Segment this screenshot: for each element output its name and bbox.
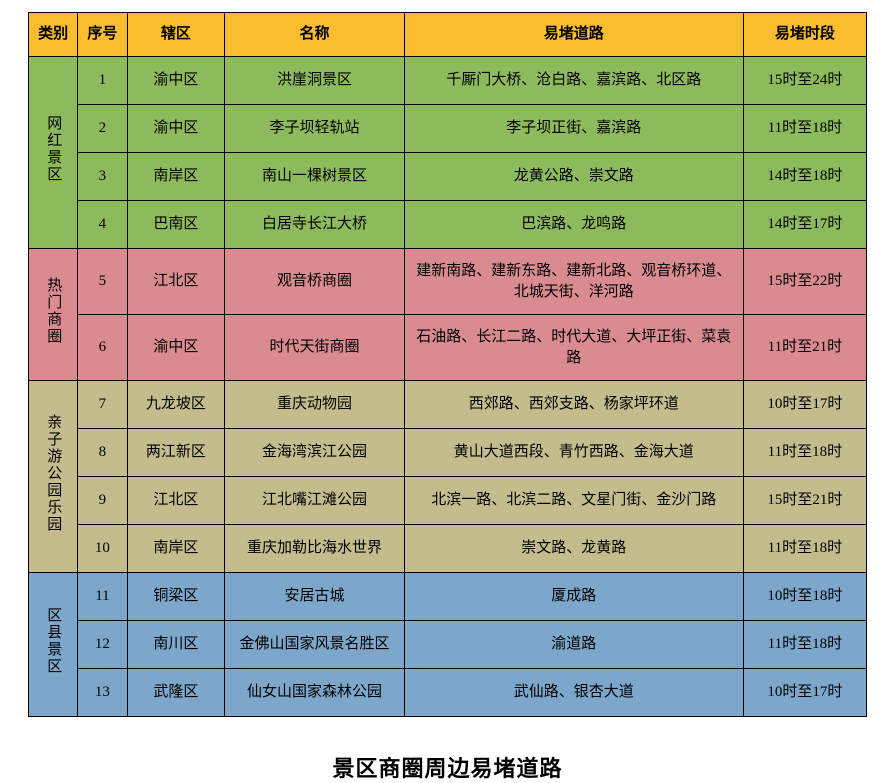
category-label: 网红景区 xyxy=(43,115,63,183)
category-label: 热门商圈 xyxy=(43,277,63,345)
time-cell: 14时至17时 xyxy=(743,201,866,249)
time-cell: 15时至24时 xyxy=(743,57,866,105)
time-cell: 11时至18时 xyxy=(743,429,866,477)
road-cell: 建新南路、建新东路、建新北路、观音桥环道、北城天街、洋河路 xyxy=(404,249,743,315)
index-cell: 12 xyxy=(78,621,127,669)
time-cell: 15时至21时 xyxy=(743,477,866,525)
name-cell: 洪崖洞景区 xyxy=(225,57,405,105)
time-cell: 11时至18时 xyxy=(743,525,866,573)
road-cell: 石油路、长江二路、时代大道、大坪正街、菜袁路 xyxy=(404,315,743,381)
table-row: 9江北区江北嘴江滩公园北滨一路、北滨二路、文星门街、金沙门路15时至21时 xyxy=(29,477,867,525)
category-cell: 亲子游公园乐园 xyxy=(29,381,78,573)
index-cell: 11 xyxy=(78,573,127,621)
table-row: 网红景区1渝中区洪崖洞景区千厮门大桥、沧白路、嘉滨路、北区路15时至24时 xyxy=(29,57,867,105)
road-cell: 北滨一路、北滨二路、文星门街、金沙门路 xyxy=(404,477,743,525)
col-time: 易堵时段 xyxy=(743,13,866,57)
table-row: 8两江新区金海湾滨江公园黄山大道西段、青竹西路、金海大道11时至18时 xyxy=(29,429,867,477)
time-cell: 10时至18时 xyxy=(743,573,866,621)
area-cell: 南川区 xyxy=(127,621,225,669)
time-cell: 14时至18时 xyxy=(743,153,866,201)
name-cell: 金海湾滨江公园 xyxy=(225,429,405,477)
col-name: 名称 xyxy=(225,13,405,57)
col-area: 辖区 xyxy=(127,13,225,57)
name-cell: 观音桥商圈 xyxy=(225,249,405,315)
name-cell: 李子坝轻轨站 xyxy=(225,105,405,153)
table-row: 热门商圈5江北区观音桥商圈建新南路、建新东路、建新北路、观音桥环道、北城天街、洋… xyxy=(29,249,867,315)
table-body: 网红景区1渝中区洪崖洞景区千厮门大桥、沧白路、嘉滨路、北区路15时至24时2渝中… xyxy=(29,57,867,717)
time-cell: 11时至21时 xyxy=(743,315,866,381)
area-cell: 渝中区 xyxy=(127,57,225,105)
area-cell: 两江新区 xyxy=(127,429,225,477)
road-cell: 巴滨路、龙鸣路 xyxy=(404,201,743,249)
road-cell: 武仙路、银杏大道 xyxy=(404,669,743,717)
table-row: 4巴南区白居寺长江大桥巴滨路、龙鸣路14时至17时 xyxy=(29,201,867,249)
index-cell: 1 xyxy=(78,57,127,105)
name-cell: 白居寺长江大桥 xyxy=(225,201,405,249)
category-cell: 区县景区 xyxy=(29,573,78,717)
road-cell: 厦成路 xyxy=(404,573,743,621)
name-cell: 重庆加勒比海水世界 xyxy=(225,525,405,573)
area-cell: 江北区 xyxy=(127,249,225,315)
area-cell: 江北区 xyxy=(127,477,225,525)
road-cell: 李子坝正街、嘉滨路 xyxy=(404,105,743,153)
col-index: 序号 xyxy=(78,13,127,57)
area-cell: 九龙坡区 xyxy=(127,381,225,429)
area-cell: 南岸区 xyxy=(127,525,225,573)
table-row: 亲子游公园乐园7九龙坡区重庆动物园西郊路、西郊支路、杨家坪环道10时至17时 xyxy=(29,381,867,429)
index-cell: 2 xyxy=(78,105,127,153)
category-label: 区县景区 xyxy=(43,607,63,675)
index-cell: 5 xyxy=(78,249,127,315)
road-cell: 千厮门大桥、沧白路、嘉滨路、北区路 xyxy=(404,57,743,105)
area-cell: 武隆区 xyxy=(127,669,225,717)
index-cell: 8 xyxy=(78,429,127,477)
index-cell: 3 xyxy=(78,153,127,201)
category-label: 亲子游公园乐园 xyxy=(43,414,63,533)
road-cell: 黄山大道西段、青竹西路、金海大道 xyxy=(404,429,743,477)
time-cell: 11时至18时 xyxy=(743,621,866,669)
index-cell: 13 xyxy=(78,669,127,717)
area-cell: 渝中区 xyxy=(127,105,225,153)
table-row: 区县景区11铜梁区安居古城厦成路10时至18时 xyxy=(29,573,867,621)
table-row: 13武隆区仙女山国家森林公园武仙路、银杏大道10时至17时 xyxy=(29,669,867,717)
table-caption: 景区商圈周边易堵道路 xyxy=(28,751,867,783)
area-cell: 渝中区 xyxy=(127,315,225,381)
header-row: 类别 序号 辖区 名称 易堵道路 易堵时段 xyxy=(29,13,867,57)
index-cell: 6 xyxy=(78,315,127,381)
col-category: 类别 xyxy=(29,13,78,57)
time-cell: 10时至17时 xyxy=(743,669,866,717)
road-cell: 渝道路 xyxy=(404,621,743,669)
name-cell: 江北嘴江滩公园 xyxy=(225,477,405,525)
table-row: 12南川区金佛山国家风景名胜区渝道路11时至18时 xyxy=(29,621,867,669)
name-cell: 安居古城 xyxy=(225,573,405,621)
name-cell: 南山一棵树景区 xyxy=(225,153,405,201)
col-road: 易堵道路 xyxy=(404,13,743,57)
time-cell: 15时至22时 xyxy=(743,249,866,315)
index-cell: 10 xyxy=(78,525,127,573)
index-cell: 9 xyxy=(78,477,127,525)
index-cell: 7 xyxy=(78,381,127,429)
table-row: 10南岸区重庆加勒比海水世界崇文路、龙黄路11时至18时 xyxy=(29,525,867,573)
road-cell: 西郊路、西郊支路、杨家坪环道 xyxy=(404,381,743,429)
area-cell: 铜梁区 xyxy=(127,573,225,621)
category-cell: 热门商圈 xyxy=(29,249,78,381)
index-cell: 4 xyxy=(78,201,127,249)
traffic-table: 类别 序号 辖区 名称 易堵道路 易堵时段 网红景区1渝中区洪崖洞景区千厮门大桥… xyxy=(28,12,867,717)
road-cell: 崇文路、龙黄路 xyxy=(404,525,743,573)
area-cell: 南岸区 xyxy=(127,153,225,201)
time-cell: 11时至18时 xyxy=(743,105,866,153)
area-cell: 巴南区 xyxy=(127,201,225,249)
name-cell: 重庆动物园 xyxy=(225,381,405,429)
time-cell: 10时至17时 xyxy=(743,381,866,429)
table-row: 3南岸区南山一棵树景区龙黄公路、崇文路14时至18时 xyxy=(29,153,867,201)
name-cell: 金佛山国家风景名胜区 xyxy=(225,621,405,669)
table-row: 2渝中区李子坝轻轨站李子坝正街、嘉滨路11时至18时 xyxy=(29,105,867,153)
name-cell: 时代天街商圈 xyxy=(225,315,405,381)
table-row: 6渝中区时代天街商圈石油路、长江二路、时代大道、大坪正街、菜袁路11时至21时 xyxy=(29,315,867,381)
road-cell: 龙黄公路、崇文路 xyxy=(404,153,743,201)
category-cell: 网红景区 xyxy=(29,57,78,249)
name-cell: 仙女山国家森林公园 xyxy=(225,669,405,717)
